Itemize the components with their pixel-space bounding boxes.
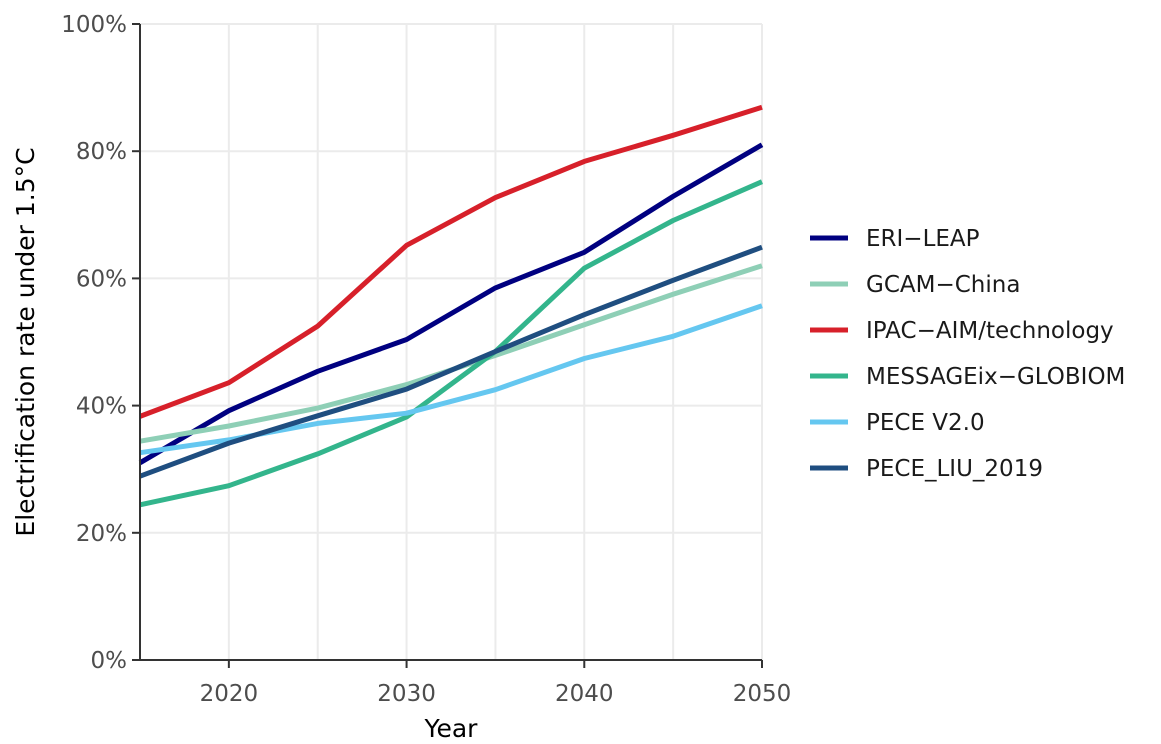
y-tick-label-0: 0% (91, 648, 128, 674)
series-line-0 (138, 142, 764, 465)
y-tick-label-60: 60% (76, 266, 127, 292)
legend: ERI−LEAP GCAM−China IPAC−AIM/technology MES… (810, 226, 1125, 482)
series-line-3 (139, 179, 764, 508)
legend-label-1: GCAM−China (866, 272, 1020, 298)
series-line-5 (139, 244, 763, 479)
y-tick-label-100: 100% (61, 12, 127, 38)
legend-label-3: MESSAGEix−GLOBIOM (866, 364, 1125, 390)
legend-label-2: IPAC−AIM/technology (866, 318, 1114, 344)
legend-label-4: PECE V2.0 (866, 410, 985, 436)
x-tick-label-2040: 2040 (555, 681, 614, 707)
x-tick-label-2050: 2050 (733, 681, 792, 707)
series-lines (138, 104, 764, 508)
legend-label-0: ERI−LEAP (866, 226, 980, 252)
y-tick-label-20: 20% (76, 521, 127, 547)
y-tick-label-40: 40% (76, 394, 127, 420)
y-axis-title: Electrification rate under 1.5°C (11, 147, 40, 536)
series-line-1 (139, 263, 763, 444)
axes: 2020 2030 2040 2050 0% 20% 40% 60% 80% 100% (61, 12, 791, 707)
y-tick-label-80: 80% (76, 139, 127, 165)
x-axis-title: Year (424, 714, 479, 743)
x-tick-label-2020: 2020 (200, 681, 259, 707)
x-tick-label-2030: 2030 (377, 681, 436, 707)
grid (140, 23, 763, 661)
legend-label-5: PECE_LIU_2019 (866, 456, 1043, 482)
series-line-2 (139, 104, 763, 419)
